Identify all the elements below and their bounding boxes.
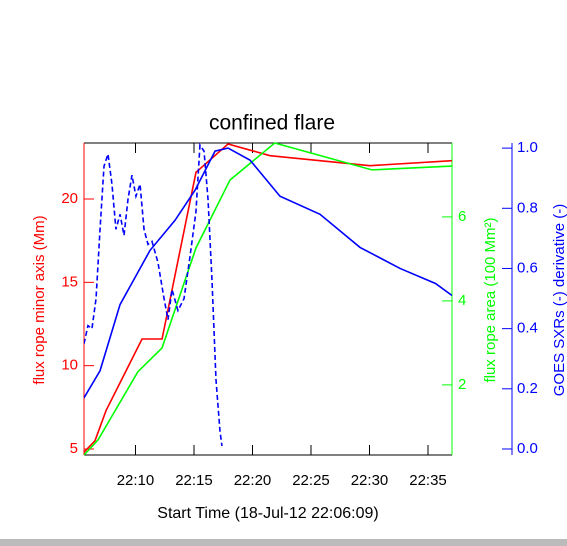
y3-tick-label: 0.2 (517, 380, 538, 397)
y2-tick-label: 4 (458, 292, 466, 309)
series-line (84, 142, 223, 447)
y3-tick-label: 0.4 (517, 320, 538, 337)
x-tick-label: 22:25 (292, 472, 330, 489)
y3-tick-label: 1.0 (517, 139, 538, 156)
y3-tick-label: 0.8 (517, 199, 538, 216)
y3-tick-label: 0.0 (517, 440, 538, 457)
y2-axis-label: flux rope area (100 Mm²) (482, 217, 499, 382)
x-tick-label: 22:10 (117, 472, 155, 489)
x-tick-label: 22:35 (409, 472, 447, 489)
footer-bar (0, 539, 567, 546)
x-tick-label: 22:30 (351, 472, 389, 489)
y-tick-label: 10 (61, 357, 78, 374)
x-tick-label: 22:20 (234, 472, 272, 489)
y2-tick-label: 2 (458, 376, 466, 393)
x-tick-label: 22:15 (175, 472, 213, 489)
chart-title: confined flare (209, 112, 335, 135)
y-tick-label: 15 (61, 273, 78, 290)
y2-tick-label: 6 (458, 208, 466, 225)
y-tick-label: 20 (61, 190, 78, 207)
y3-axis-label: GOES SXRs (-) derivative (-) (551, 204, 567, 397)
y-axis-label: flux rope minor axis (Mm) (31, 215, 48, 384)
y-tick-label: 5 (70, 440, 78, 457)
x-axis-label: Start Time (18-Jul-12 22:06:09) (157, 505, 378, 522)
y3-tick-label: 0.6 (517, 259, 538, 276)
series-line (84, 147, 452, 399)
series-line (84, 143, 452, 453)
series-line (84, 142, 452, 456)
